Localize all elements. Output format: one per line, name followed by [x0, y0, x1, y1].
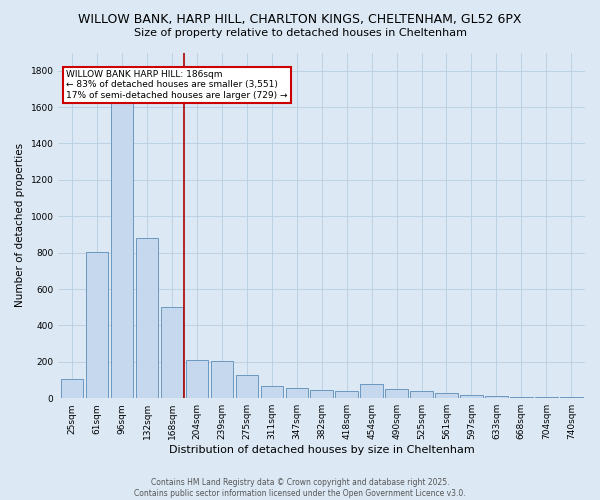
Bar — [211, 361, 233, 398]
Text: WILLOW BANK, HARP HILL, CHARLTON KINGS, CHELTENHAM, GL52 6PX: WILLOW BANK, HARP HILL, CHARLTON KINGS, … — [78, 12, 522, 26]
Bar — [510, 397, 533, 398]
Text: Contains HM Land Registry data © Crown copyright and database right 2025.
Contai: Contains HM Land Registry data © Crown c… — [134, 478, 466, 498]
Bar — [361, 384, 383, 398]
Bar — [460, 395, 482, 398]
Bar — [260, 386, 283, 398]
Bar — [185, 360, 208, 398]
Bar — [385, 389, 408, 398]
Bar — [236, 374, 258, 398]
Bar — [485, 396, 508, 398]
Bar — [335, 391, 358, 398]
Bar — [136, 238, 158, 398]
Bar — [161, 307, 183, 398]
Bar — [310, 390, 333, 398]
Text: WILLOW BANK HARP HILL: 186sqm
← 83% of detached houses are smaller (3,551)
17% o: WILLOW BANK HARP HILL: 186sqm ← 83% of d… — [67, 70, 288, 100]
Bar — [61, 379, 83, 398]
Bar — [286, 388, 308, 398]
Y-axis label: Number of detached properties: Number of detached properties — [15, 144, 25, 308]
Bar — [86, 252, 109, 398]
Bar — [435, 393, 458, 398]
Bar — [410, 392, 433, 398]
X-axis label: Distribution of detached houses by size in Cheltenham: Distribution of detached houses by size … — [169, 445, 475, 455]
Text: Size of property relative to detached houses in Cheltenham: Size of property relative to detached ho… — [133, 28, 467, 38]
Bar — [111, 92, 133, 398]
